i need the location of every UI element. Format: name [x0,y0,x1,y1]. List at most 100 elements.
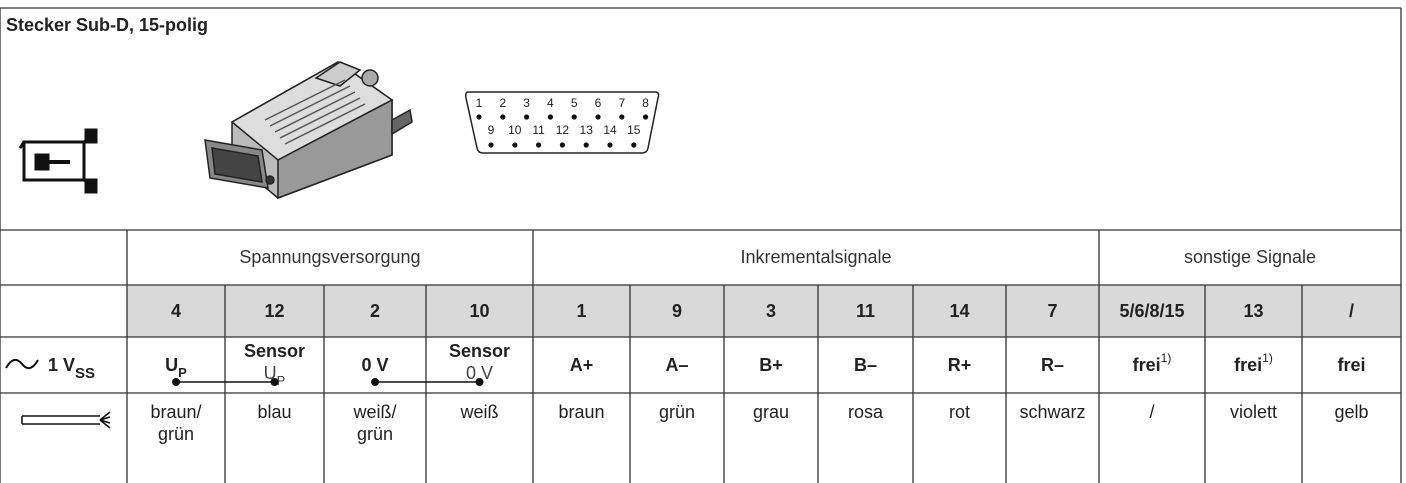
signal: frei1) [1133,351,1172,375]
pin-label: 7 [1047,301,1057,321]
pin-number: 1 [476,96,483,110]
signal-label: 1 VSS [48,355,95,383]
pin-dot [547,114,554,120]
sensor-dot [172,378,180,386]
signal-text: B– [854,355,877,375]
pin-diagram-outline [465,91,660,154]
pin-number: 15 [627,123,641,137]
wire-color: blau [257,402,291,422]
pin-dot [607,142,613,148]
plug-icon [18,128,98,194]
signal: Sensor [244,341,305,361]
signal-text: R– [1041,355,1064,375]
pin-dot [643,114,649,120]
signal-text: U [165,355,178,375]
signal-label-text: 1 V [48,355,75,375]
signal-line2: UP [264,363,286,388]
signal: frei1) [1234,351,1273,375]
signal-text: A– [665,355,688,375]
pin-dot [512,142,518,148]
pin-number: 3 [523,96,530,110]
signal-text: R+ [948,355,972,375]
signal: 0 V [361,355,388,375]
pin-number: 5 [571,96,578,110]
pin-number: 8 [642,96,649,110]
signal: Sensor [449,341,510,361]
signal-text: frei [1133,355,1161,375]
sensor-dot [270,378,279,386]
pin-dot [583,142,589,148]
pin-dot [536,142,542,148]
pin-dot [500,114,506,120]
header-title: Stecker Sub-D, 15-polig [6,15,208,35]
pin-number: 13 [580,123,594,137]
pin-label: 4 [171,301,181,321]
signal: UP [165,355,187,380]
pin-number: 6 [595,96,602,110]
pin-dot [488,142,494,148]
pin-number: 7 [618,96,625,110]
pin-dot [595,114,601,120]
pin-label: 1 [576,301,586,321]
pin-label: 12 [264,301,284,321]
signal-line2-text: U [264,363,277,383]
wire-color: weiß/ [352,402,396,422]
pin-label: 14 [949,301,969,321]
pin-number: 11 [532,123,545,137]
group-header: sonstige Signale [1184,247,1316,267]
signal-line2-sub: P [277,373,286,388]
pin-number: 4 [547,96,554,110]
pin-number: 9 [488,123,495,137]
pin-number: 2 [499,96,506,110]
wire-color: braun/ [150,402,201,422]
wire-icon [21,411,111,429]
signal-text: Sensor [449,341,510,361]
sensor-dot [475,378,484,386]
signal: B– [854,355,877,375]
pin-dot [476,114,482,120]
signal-text: frei [1337,355,1365,375]
wire-color: grün [158,424,194,444]
signal: A– [665,355,688,375]
wire-color: schwarz [1019,402,1085,422]
signal: B+ [759,355,783,375]
pin-label: 9 [672,301,682,321]
pin-label: 10 [469,301,489,321]
signal-text: Sensor [244,341,305,361]
pin-dot [631,142,637,148]
sensor-dot [371,378,379,386]
pin-row-background [127,285,1401,337]
group-header: Inkrementalsignale [740,247,891,267]
wire-color: rosa [848,402,884,422]
signal-line2: 0 V [466,363,493,383]
signal-sub: P [178,365,187,380]
signal: R+ [948,355,972,375]
signal-sup: 1) [1161,351,1172,365]
signal: A+ [570,355,594,375]
signal: frei [1337,355,1365,375]
signal-text: A+ [570,355,594,375]
signal-label-sub: SS [75,365,95,382]
wire-color: grün [659,402,695,422]
pin-label: 13 [1243,301,1263,321]
wire-color: rot [949,402,970,422]
signal-text: frei [1234,355,1262,375]
wire-color: braun [558,402,604,422]
pin-dot [559,142,566,148]
wire-color: / [1149,402,1154,422]
pin-number: 14 [603,123,617,137]
wire-color: grau [753,402,789,422]
signal-text: 0 V [361,355,388,375]
connector-illustration [204,61,413,200]
pin-number: 12 [556,123,570,137]
group-header: Spannungsversorgung [239,247,420,267]
wire-color: gelb [1334,402,1368,422]
wire-color: grün [357,424,393,444]
wire-color: violett [1230,402,1277,422]
pin-label: 11 [856,301,875,321]
signal-sup: 1) [1262,351,1273,365]
pin-dot [524,114,530,120]
wire-color: weiß [459,402,498,422]
pin-label: 5/6/8/15 [1119,301,1184,321]
